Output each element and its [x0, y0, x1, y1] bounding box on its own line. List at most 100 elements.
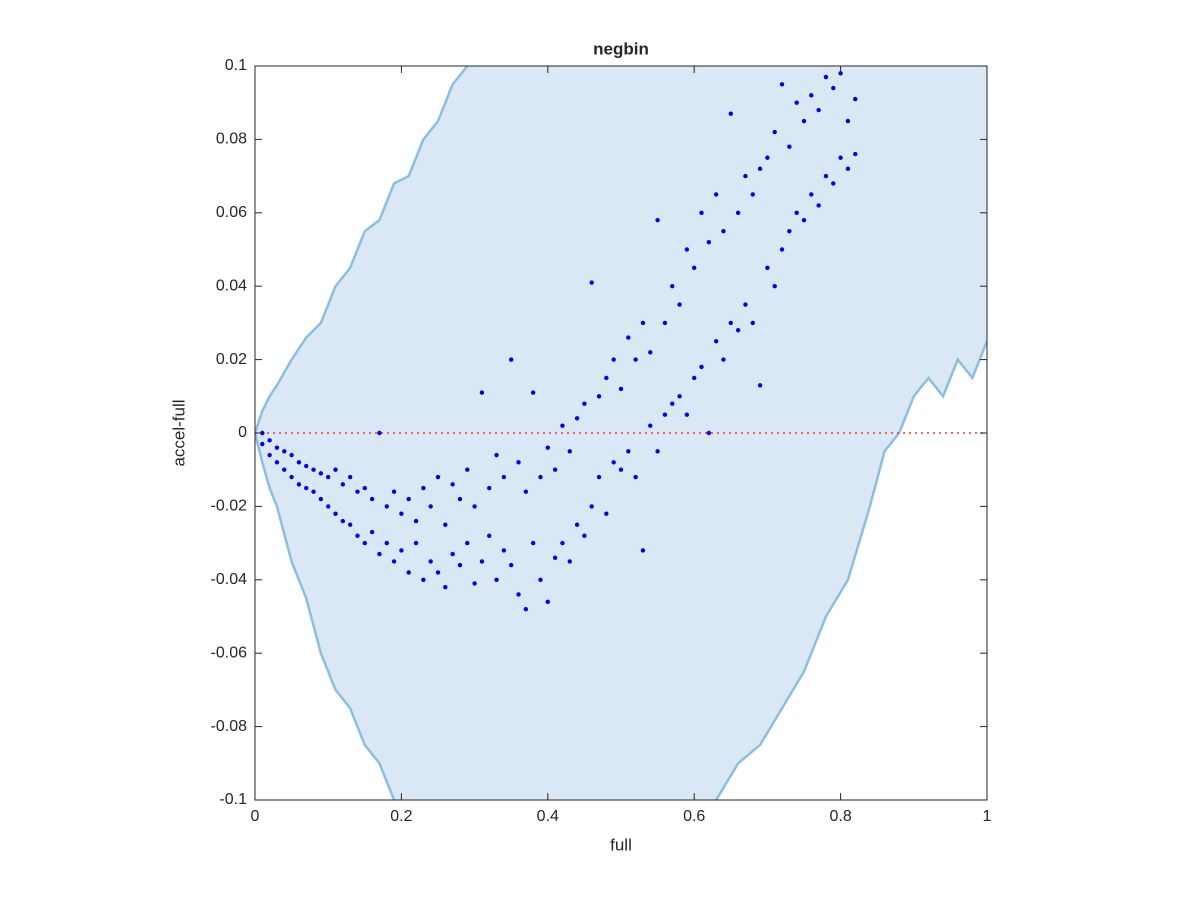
- scatter-point: [765, 265, 770, 271]
- x-tick-label: 0: [251, 808, 260, 825]
- scatter-point: [311, 489, 316, 494]
- scatter-point: [765, 155, 770, 160]
- scatter-point: [618, 467, 624, 472]
- band-line: [714, 340, 987, 800]
- scatter-point: [530, 540, 536, 546]
- x-tick-label: 0.6: [683, 808, 705, 825]
- scatter-point: [479, 390, 485, 395]
- scatter-point: [472, 581, 477, 586]
- scatter-point: [816, 107, 821, 113]
- scatter-point: [692, 265, 697, 271]
- scatter-point: [552, 467, 558, 472]
- scatter-point: [516, 592, 521, 597]
- scatter-point: [509, 357, 514, 362]
- y-axis-label: accel-full: [169, 399, 188, 466]
- scatter-point: [465, 467, 470, 472]
- scatter-point: [369, 529, 375, 535]
- scatter-point: [296, 460, 302, 465]
- scatter-point: [838, 71, 843, 76]
- scatter-point: [399, 548, 404, 553]
- scatter-point: [845, 166, 851, 171]
- scatter-point: [523, 489, 529, 494]
- y-tick-label: -0.06: [211, 644, 248, 661]
- scatter-point: [662, 320, 668, 326]
- scatter-point: [735, 328, 741, 333]
- scatter-point: [853, 96, 858, 102]
- scatter-point: [421, 485, 426, 491]
- scatter-point: [362, 485, 367, 491]
- scatter-point: [260, 441, 265, 447]
- scatter-point: [260, 430, 265, 436]
- scatter-point: [413, 540, 419, 546]
- scatter-point: [318, 471, 324, 476]
- scatter-point: [801, 217, 807, 223]
- scatter-point: [443, 584, 448, 590]
- y-tick-label: -0.08: [211, 718, 248, 735]
- scatter-point: [538, 474, 543, 480]
- scatter-point: [267, 438, 272, 443]
- scatter-point: [523, 606, 529, 612]
- scatter-point: [545, 445, 550, 450]
- scatter-point: [545, 599, 550, 605]
- scatter-point: [655, 217, 660, 223]
- scatter-point: [750, 192, 755, 197]
- scatter-point: [787, 228, 792, 234]
- scatter-point: [640, 548, 646, 553]
- scatter-point: [428, 559, 433, 564]
- x-tick-label: 0.4: [537, 808, 559, 825]
- scatter-point: [530, 390, 536, 395]
- scatter-point: [670, 284, 675, 289]
- scatter-point: [823, 74, 829, 80]
- scatter-point: [450, 551, 455, 557]
- scatter-point: [413, 518, 419, 524]
- scatter-point: [311, 467, 316, 472]
- scatter-point: [296, 482, 302, 487]
- scatter-point: [391, 559, 397, 564]
- band-fill: [255, 66, 987, 800]
- scatter-point: [560, 540, 565, 546]
- scatter-point: [721, 357, 726, 362]
- scatter-point: [516, 460, 521, 465]
- scatter-point: [728, 111, 733, 116]
- scatter-point: [574, 522, 580, 527]
- scatter-point: [699, 210, 704, 215]
- scatter-point: [384, 504, 389, 509]
- scatter-point: [318, 496, 324, 502]
- scatter-point: [567, 449, 572, 454]
- scatter-point: [538, 577, 543, 582]
- scatter-point: [406, 496, 411, 502]
- scatter-point: [509, 562, 514, 568]
- scatter-point: [377, 430, 382, 436]
- scatter-point: [677, 394, 682, 399]
- scatter-point: [713, 339, 719, 344]
- scatter-point: [274, 445, 280, 450]
- scatter-point: [340, 482, 346, 487]
- scatter-point: [633, 474, 638, 480]
- scatter-point: [779, 82, 785, 87]
- chart-title: negbin: [593, 39, 649, 58]
- scatter-point: [487, 533, 492, 538]
- scatter-point: [794, 210, 799, 215]
- scatter-point: [831, 85, 836, 91]
- scatter-point: [640, 320, 646, 326]
- scatter-point: [684, 247, 690, 252]
- scatter-point: [479, 559, 485, 564]
- scatter-point: [721, 228, 726, 234]
- scatter-point: [450, 482, 455, 487]
- scatter-point: [582, 401, 587, 406]
- scatter-point: [494, 577, 499, 582]
- scatter-point: [399, 511, 404, 516]
- scatter-point: [384, 540, 389, 546]
- scatter-point: [655, 449, 660, 454]
- scatter-point: [326, 474, 331, 480]
- scatter-point: [267, 452, 272, 458]
- scatter-point: [355, 533, 360, 538]
- scatter-point: [274, 460, 280, 465]
- scatter-point: [428, 504, 433, 509]
- scatter-point: [333, 511, 338, 516]
- x-tick-label: 0.8: [829, 808, 851, 825]
- scatter-point: [355, 489, 360, 494]
- scatter-point: [501, 474, 507, 480]
- scatter-point: [435, 570, 441, 575]
